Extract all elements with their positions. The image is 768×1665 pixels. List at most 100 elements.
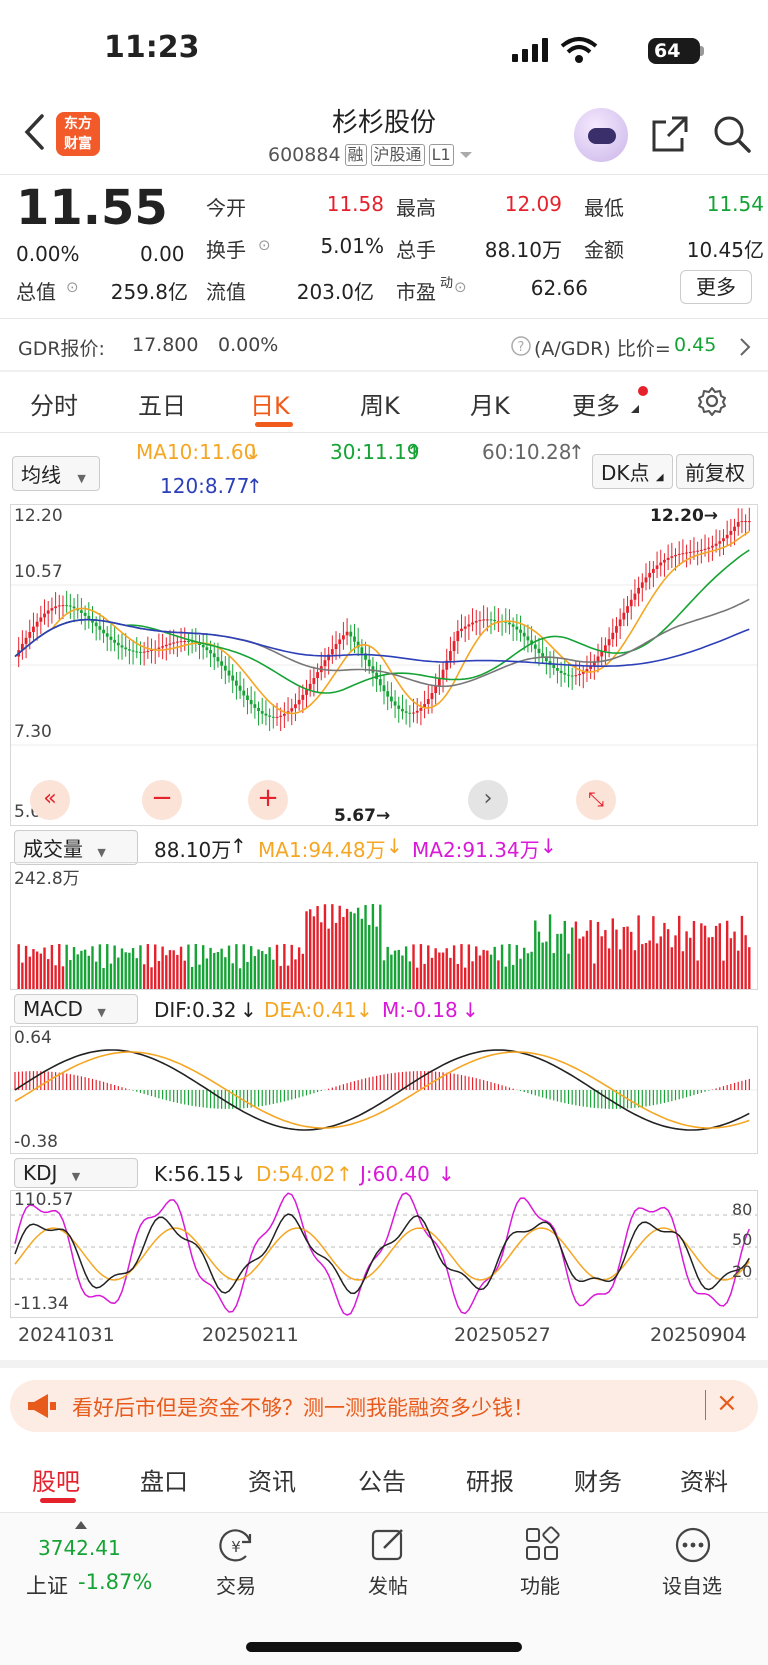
macd-indicator-label: MACD (23, 997, 83, 1021)
battery-tip (700, 46, 704, 56)
volume-bar (201, 945, 205, 989)
quote-field-label: 今开 (206, 196, 246, 220)
volume-bar (460, 944, 463, 989)
nav-add-watchlist[interactable]: 设自选 (662, 1574, 722, 1598)
adjustment-button[interactable]: 前复权 (676, 454, 754, 489)
volume-bar (316, 905, 319, 989)
tab-financials[interactable]: 财务 (574, 1468, 622, 1496)
zoom-in-button[interactable]: + (248, 780, 288, 820)
candle-body (57, 605, 61, 607)
candle-body (401, 708, 404, 712)
more-button[interactable]: 更多 (680, 270, 752, 304)
indicator-select-volume[interactable]: 成交量 ▼ (14, 830, 138, 865)
volume-chart[interactable] (11, 863, 757, 989)
candle-body (544, 657, 548, 662)
index-change-pct: -1.87% (78, 1570, 153, 1594)
share-icon[interactable] (650, 114, 690, 154)
candle-body (227, 670, 231, 676)
nav-post[interactable]: 发帖 (368, 1574, 408, 1598)
volume-bar (567, 953, 570, 989)
candle-body (478, 620, 482, 622)
tab-research[interactable]: 研报 (466, 1468, 514, 1496)
volume-bar (541, 942, 544, 989)
nav-trade[interactable]: 交易 (216, 1574, 256, 1598)
tab-weekly-k[interactable]: 周K (360, 392, 400, 420)
candle-body (559, 670, 563, 674)
index-name: 上证 (26, 1574, 68, 1598)
volume-bar (283, 944, 286, 989)
kline-chart[interactable] (11, 505, 757, 825)
macd-m: M:-0.18 (382, 998, 458, 1022)
more-dots-icon[interactable] (674, 1526, 712, 1564)
macd-chart[interactable] (11, 1027, 757, 1153)
candle-body (666, 557, 670, 560)
volume-bar (242, 944, 245, 989)
tab-news[interactable]: 资讯 (248, 1468, 296, 1496)
volume-bar (286, 965, 290, 989)
kdj-level-80: 80 (732, 1200, 753, 1219)
volume-bar (515, 945, 519, 989)
info-dots-icon[interactable]: ⊙ (258, 236, 271, 254)
volume-bar (397, 949, 400, 989)
candle-body (275, 716, 279, 718)
volume-bar (135, 958, 138, 989)
candle-body (102, 629, 105, 634)
margin-promo-banner[interactable] (10, 1380, 758, 1432)
tab-daily-k[interactable]: 日K (250, 392, 290, 420)
scroll-right-button[interactable]: › (468, 780, 508, 820)
dk-point-toggle[interactable]: DK点 ◢ (592, 454, 673, 489)
kdj-chart[interactable] (11, 1191, 757, 1317)
search-icon[interactable] (712, 114, 752, 154)
dropdown-arrow-icon: ▼ (77, 472, 86, 485)
tab-five-day[interactable]: 五日 (138, 392, 186, 420)
volume-bar (331, 904, 334, 989)
tab-intraday[interactable]: 分时 (30, 392, 78, 420)
chevron-right-icon[interactable] (738, 336, 752, 358)
post-edit-icon[interactable] (370, 1526, 408, 1564)
settings-gear-icon[interactable] (696, 385, 728, 417)
volume-bar (124, 952, 127, 989)
volume-bar (441, 952, 445, 989)
candle-body (35, 621, 39, 627)
zoom-out-button[interactable]: − (142, 780, 182, 820)
volume-bar (32, 949, 35, 989)
tab-more[interactable]: 更多 (572, 392, 620, 420)
indicator-select-kdj[interactable]: KDJ ▼ (14, 1158, 138, 1188)
indicator-select-macd[interactable]: MACD ▼ (14, 994, 138, 1024)
kdj-d: D:54.02 (256, 1162, 336, 1186)
back-icon[interactable] (22, 112, 46, 152)
fullscreen-button[interactable]: ⤡ (576, 780, 616, 820)
tab-forum[interactable]: 股吧 (32, 1468, 80, 1496)
chevron-down-icon (459, 152, 472, 158)
kline-chart-frame[interactable] (10, 504, 758, 826)
help-icon[interactable]: ? (510, 335, 532, 357)
nav-functions[interactable]: 功能 (520, 1574, 560, 1598)
tab-orderbook[interactable]: 盘口 (140, 1468, 188, 1496)
index-value[interactable]: 3742.41 (38, 1536, 121, 1560)
scroll-left-button[interactable]: « (30, 780, 70, 820)
tab-profile[interactable]: 资料 (680, 1468, 728, 1496)
info-dots-icon[interactable]: ⊙ (454, 278, 467, 296)
info-dots-icon[interactable]: ⊙ (66, 278, 79, 296)
tab-monthly-k[interactable]: 月K (470, 392, 510, 420)
candle-body (146, 650, 150, 652)
indicator-select-ma[interactable]: 均线 ▼ (12, 456, 100, 491)
candle-body (172, 642, 176, 644)
candle-body (139, 651, 142, 653)
candle-body (423, 704, 426, 709)
candle-body (242, 690, 246, 696)
function-grid-icon[interactable] (524, 1526, 560, 1562)
close-icon[interactable]: × (716, 1388, 738, 1418)
candle-body (596, 656, 600, 662)
volume-bar (663, 922, 666, 989)
volume-bar (176, 954, 179, 989)
macd-m-arrow-icon: ↓ (462, 998, 479, 1022)
stock-code-row[interactable]: 600884 融 沪股通 L1 (268, 144, 474, 166)
volume-indicator-label: 成交量 (23, 837, 83, 861)
tab-announcements[interactable]: 公告 (358, 1468, 406, 1496)
trade-yuan-icon[interactable]: ¥ (216, 1526, 256, 1566)
volume-bar (58, 944, 61, 989)
volume-bar (511, 964, 515, 989)
candle-body (519, 629, 522, 633)
quote-field-label: 市盈 (396, 280, 436, 304)
